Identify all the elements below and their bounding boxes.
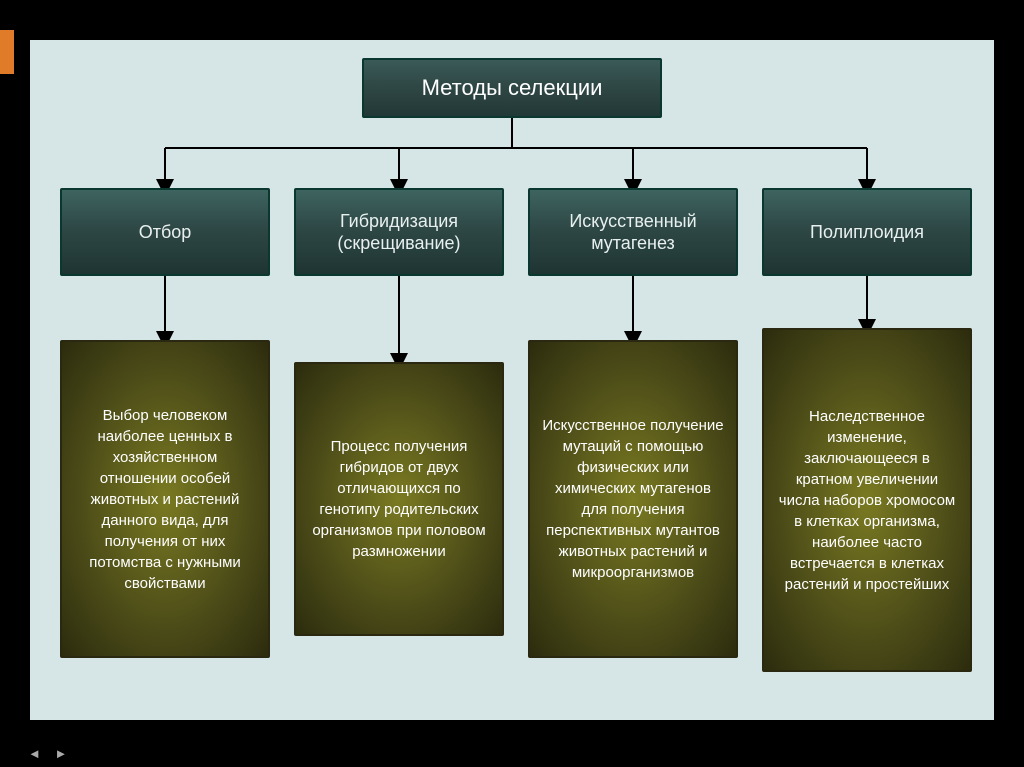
slide: Методы селекции Отбор Гибридизация (скре… — [30, 40, 994, 720]
method-label: Отбор — [139, 221, 192, 244]
method-label: Искусственный мутагенез — [540, 210, 726, 255]
next-slide-button[interactable]: ► — [55, 746, 68, 761]
presentation-frame: Методы селекции Отбор Гибридизация (скре… — [0, 0, 1024, 767]
slide-controls: ◄ ► — [28, 746, 77, 761]
diagram-title: Методы селекции — [362, 58, 662, 118]
desc-box-mutagenez: Искусственное получение мутаций с помощь… — [528, 340, 738, 658]
method-label: Гибридизация (скрещивание) — [306, 210, 492, 255]
desc-box-poliploidiya: Наследственное изменение, заключающееся … — [762, 328, 972, 672]
method-box-gibridizaciya: Гибридизация (скрещивание) — [294, 188, 504, 276]
method-box-mutagenez: Искусственный мутагенез — [528, 188, 738, 276]
method-box-poliploidiya: Полиплоидия — [762, 188, 972, 276]
desc-text: Процесс получения гибридов от двух отлич… — [308, 436, 490, 562]
desc-text: Выбор человеком наиболее ценных в хозяйс… — [74, 405, 256, 594]
desc-text: Наследственное изменение, заключающееся … — [776, 406, 958, 595]
desc-box-otbor: Выбор человеком наиболее ценных в хозяйс… — [60, 340, 270, 658]
method-label: Полиплоидия — [810, 221, 924, 244]
side-accent-tab — [0, 30, 14, 74]
desc-text: Искусственное получение мутаций с помощь… — [542, 415, 724, 583]
desc-box-gibridizaciya: Процесс получения гибридов от двух отлич… — [294, 362, 504, 636]
prev-slide-button[interactable]: ◄ — [28, 746, 41, 761]
method-box-otbor: Отбор — [60, 188, 270, 276]
